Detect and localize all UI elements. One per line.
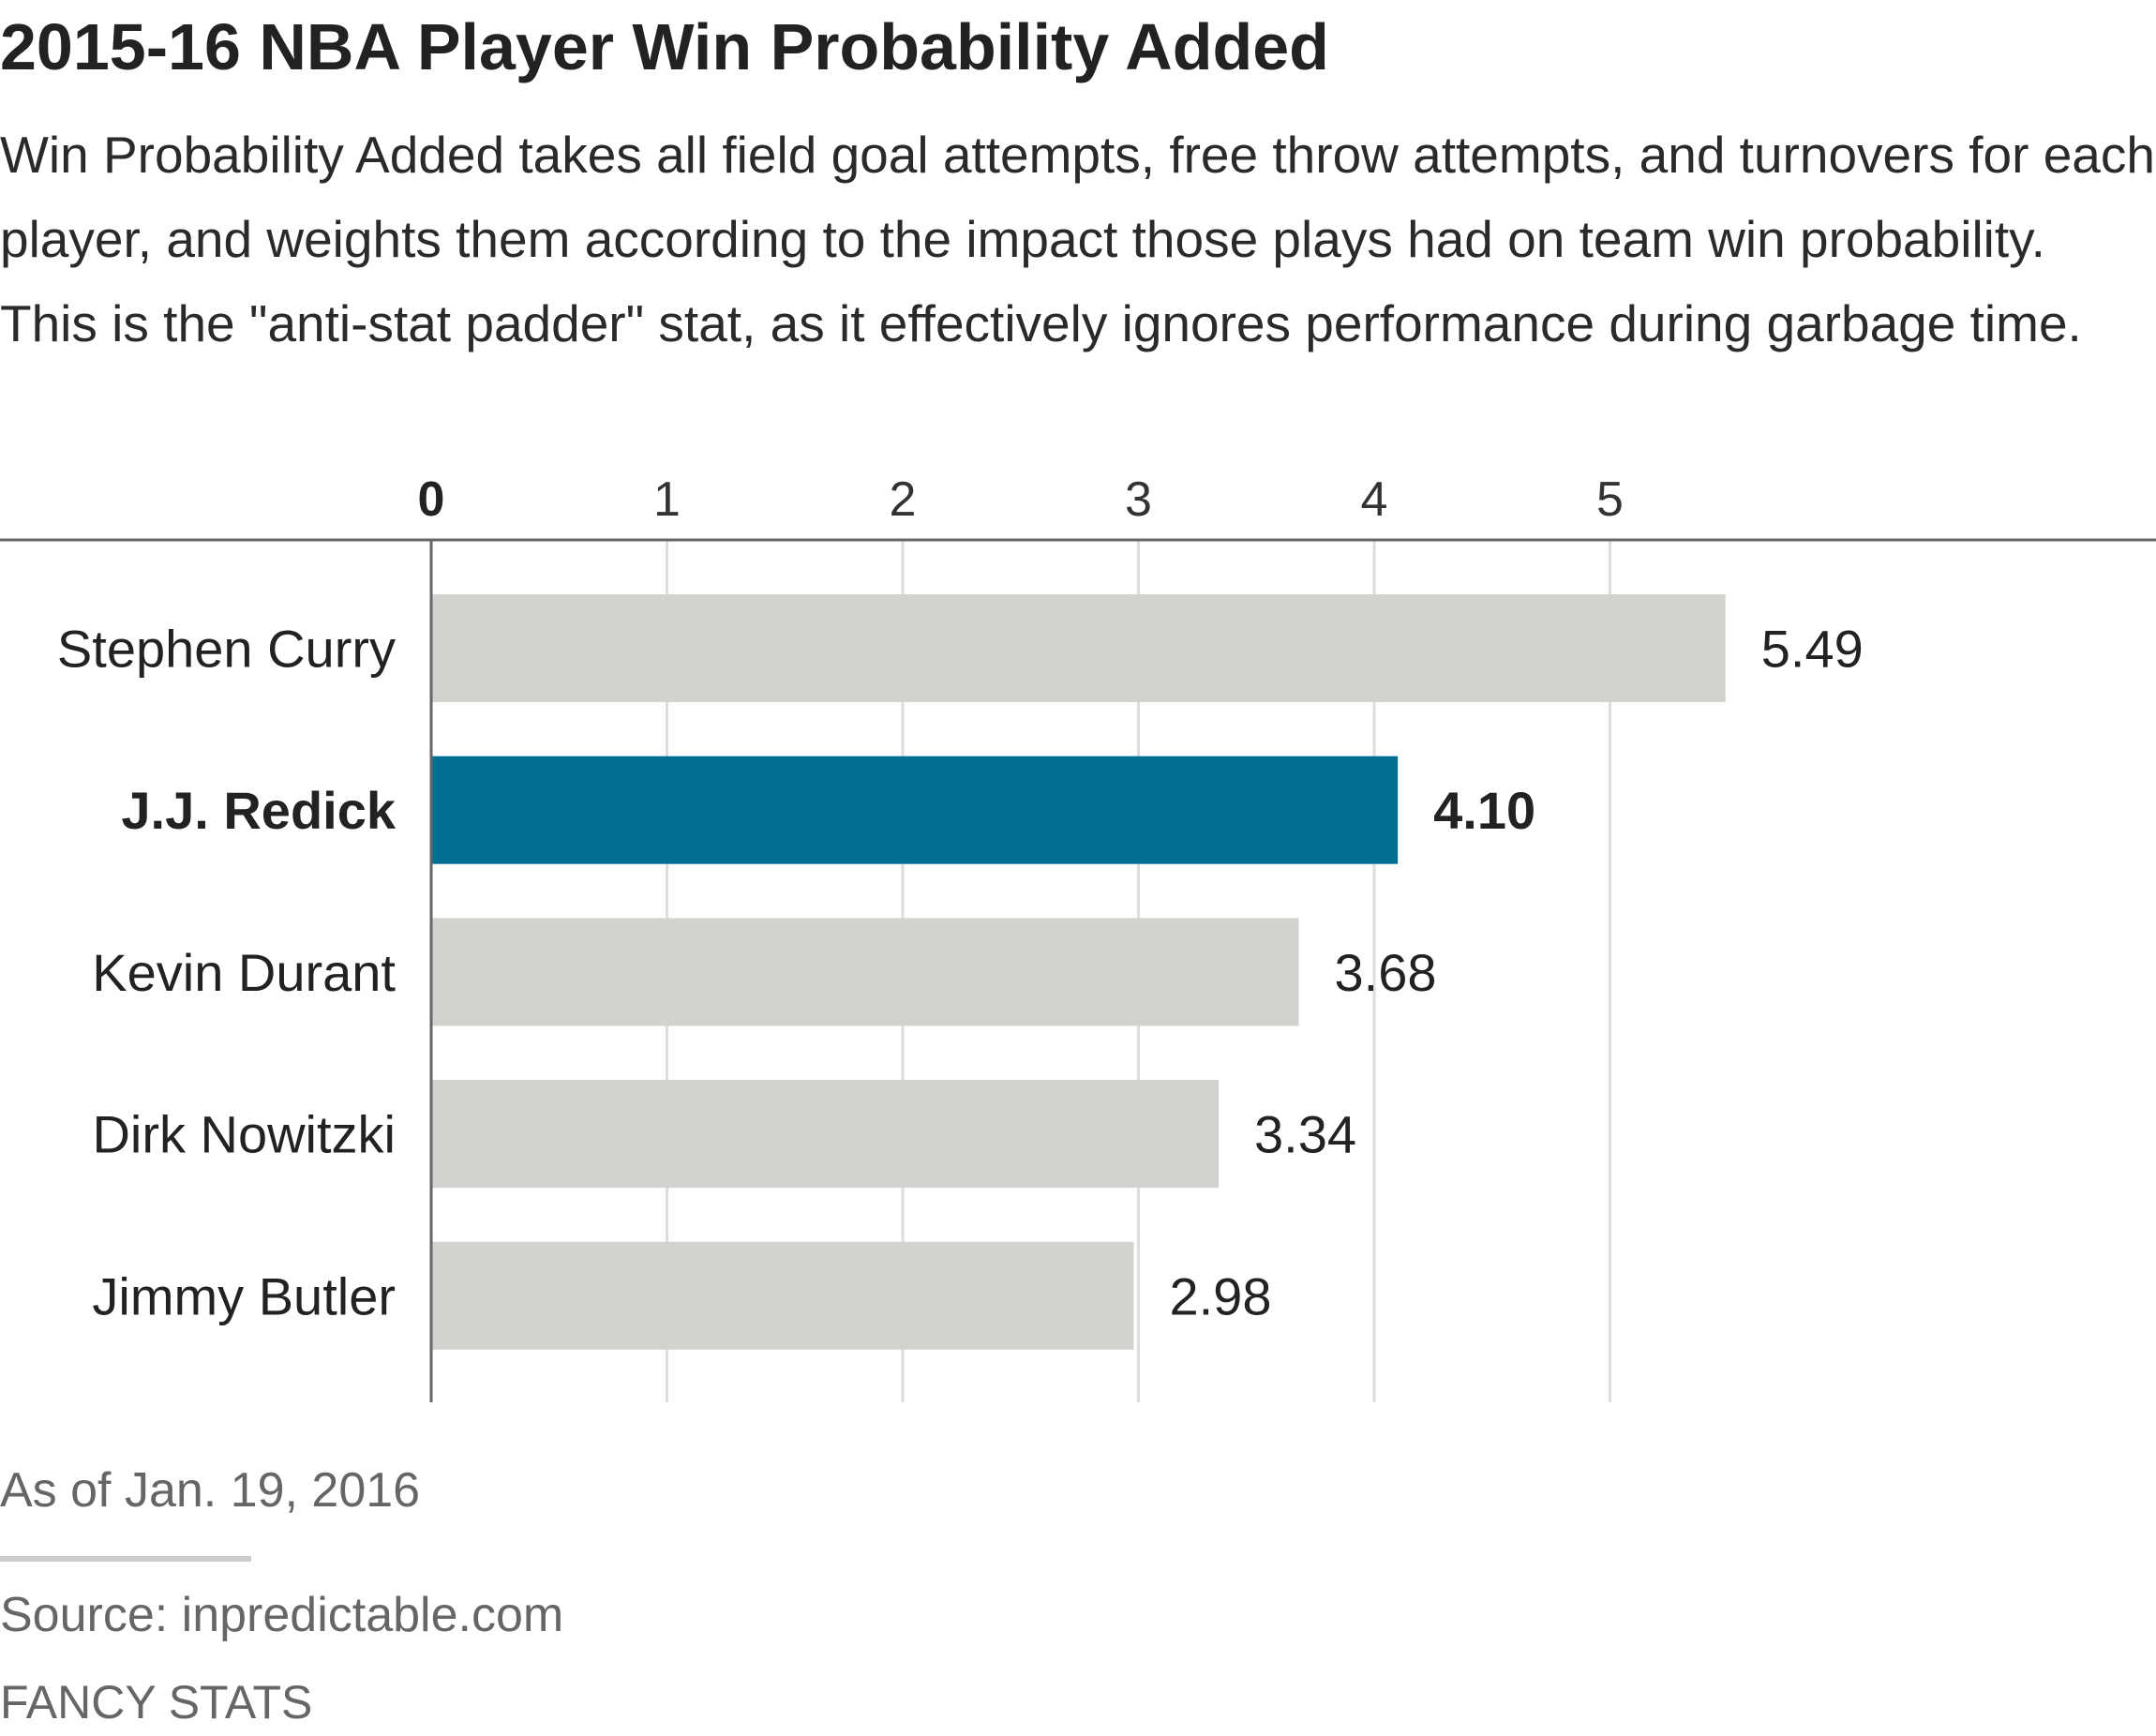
value-label: 3.34 <box>1254 1105 1356 1164</box>
footer-divider <box>0 1556 251 1562</box>
bar <box>431 594 1726 702</box>
axes <box>0 538 2156 1402</box>
category-label: Kevin Durant <box>92 943 396 1002</box>
category-label: Dirk Nowitzki <box>92 1105 396 1164</box>
value-label: 5.49 <box>1761 620 1864 679</box>
bar <box>431 918 1299 1026</box>
value-labels: 5.49 4.10 3.68 3.34 2.98 <box>1169 620 1863 1326</box>
value-label: 3.68 <box>1335 943 1437 1002</box>
bars <box>431 594 1726 1350</box>
x-tick-labels: 0 1 2 3 4 5 <box>418 472 1624 527</box>
category-label: Stephen Curry <box>57 620 396 679</box>
x-tick-label: 2 <box>890 472 917 527</box>
bar-chart: 0 1 2 3 4 5 Stephen Curry J.J. Redick Kevin Dur… <box>0 472 2156 1402</box>
bar <box>431 1241 1134 1350</box>
category-labels: Stephen Curry J.J. Redick Kevin Durant Dirk… <box>57 620 397 1326</box>
bar-highlight <box>431 756 1399 864</box>
value-label: 4.10 <box>1433 781 1535 840</box>
x-tick-label: 5 <box>1596 472 1624 527</box>
chart-title: 2015-16 NBA Player Win Probability Added <box>0 10 1329 83</box>
category-label: J.J. Redick <box>121 781 396 840</box>
series-name: FANCY STATS <box>0 1676 313 1729</box>
source-credit: Source: inpredictable.com <box>0 1588 564 1642</box>
category-label: Jimmy Butler <box>92 1266 396 1325</box>
chart-subtitle: Win Probability Added takes all field go… <box>0 126 2155 352</box>
bar <box>431 1080 1220 1189</box>
x-tick-label: 3 <box>1125 472 1152 527</box>
x-tick-label: 4 <box>1361 472 1388 527</box>
x-tick-label: 0 <box>418 472 445 527</box>
value-label: 2.98 <box>1169 1266 1271 1325</box>
x-tick-label: 1 <box>653 472 681 527</box>
date-note: As of Jan. 19, 2016 <box>0 1463 421 1518</box>
